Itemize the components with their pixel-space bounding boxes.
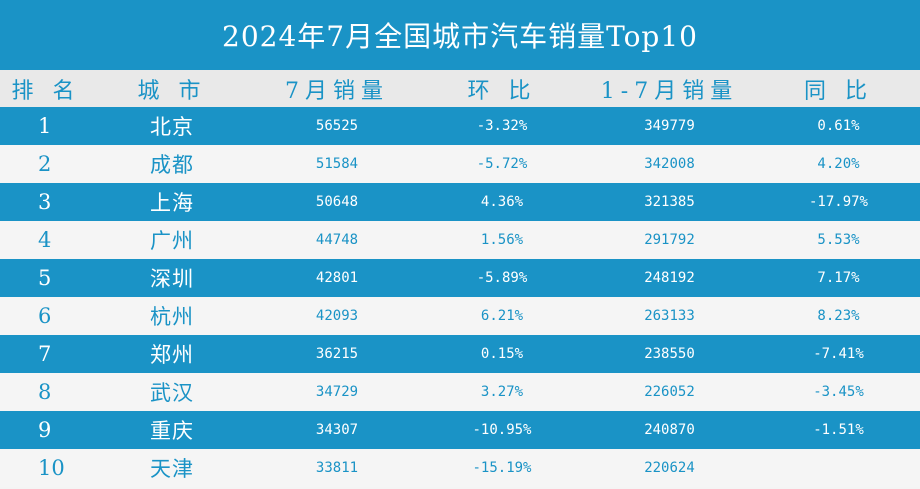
july-sales-cell: 51584 <box>315 156 359 172</box>
table-body: 1 北京 56525 -3.32% 349779 0.61% 2 成都 51584 -5.72% 3… <box>0 107 920 487</box>
page-title: 2024年7月全国城市汽车销量Top10 <box>0 0 920 70</box>
yoy-cell: -17.97% <box>808 194 868 210</box>
header-july-sales: 7月销量 <box>285 78 389 104</box>
yoy-cell: -7.41% <box>813 346 864 362</box>
rank-cell: 2 <box>38 152 52 176</box>
city-cell: 广州 <box>150 229 194 253</box>
mom-cell: 4.36% <box>480 194 524 210</box>
mom-cell: 0.15% <box>480 346 524 362</box>
yoy-cell: 7.17% <box>817 270 860 286</box>
city-cell: 北京 <box>150 115 194 139</box>
july-sales-cell: 50648 <box>315 194 359 210</box>
mom-cell: -5.72% <box>476 156 528 172</box>
city-cell: 郑州 <box>150 343 194 367</box>
mom-cell: 1.56% <box>480 232 524 248</box>
rank-cell: 7 <box>38 342 52 366</box>
july-sales-cell: 36215 <box>315 346 359 362</box>
table-row: 3 上海 50648 4.36% 321385 -17.97% <box>0 183 920 221</box>
mom-cell: -5.89% <box>476 270 528 286</box>
header-city: 城 市 <box>137 78 207 104</box>
header-mom: 环 比 <box>467 78 537 104</box>
table-row: 8 武汉 34729 3.27% 226052 -3.45% <box>0 373 920 411</box>
rank-cell: 5 <box>38 266 52 290</box>
city-cell: 天津 <box>150 457 194 481</box>
city-cell: 重庆 <box>150 419 194 443</box>
july-sales-cell: 34307 <box>315 422 359 438</box>
table-row: 5 深圳 42801 -5.89% 248192 7.17% <box>0 259 920 297</box>
mom-cell: -3.32% <box>476 118 528 134</box>
ytd-sales-cell: 349779 <box>644 118 695 134</box>
ytd-sales-cell: 238550 <box>644 346 695 362</box>
table-row: 2 成都 51584 -5.72% 342008 4.20% <box>0 145 920 183</box>
table-row: 6 杭州 42093 6.21% 263133 8.23% <box>0 297 920 335</box>
july-sales-cell: 42093 <box>315 308 359 324</box>
city-cell: 武汉 <box>150 381 194 405</box>
yoy-cell: 0.61% <box>817 118 860 134</box>
july-sales-cell: 34729 <box>315 384 359 400</box>
city-cell: 成都 <box>150 153 194 177</box>
mom-cell: -15.19% <box>472 460 532 476</box>
july-sales-cell: 42801 <box>315 270 359 286</box>
mom-cell: -10.95% <box>472 422 532 438</box>
rank-cell: 8 <box>38 380 52 404</box>
mom-cell: 6.21% <box>480 308 524 324</box>
header-ytd-sales: 1-7月销量 <box>600 78 739 104</box>
city-cell: 杭州 <box>150 305 194 329</box>
ytd-sales-cell: 226052 <box>644 384 695 400</box>
yoy-cell: 5.53% <box>817 232 860 248</box>
ytd-sales-cell: 240870 <box>644 422 695 438</box>
table-row: 7 郑州 36215 0.15% 238550 -7.41% <box>0 335 920 373</box>
ytd-sales-cell: 248192 <box>644 270 695 286</box>
rank-cell: 6 <box>38 304 52 328</box>
yoy-cell: -3.45% <box>813 384 864 400</box>
table-row: 10 天津 33811 -15.19% 220624 <box>0 449 920 487</box>
ytd-sales-cell: 263133 <box>644 308 695 324</box>
ytd-sales-cell: 220624 <box>644 460 695 476</box>
sales-table: 排 名 城 市 7月销量 环 比 1-7月销量 同 比 1 北京 56525 -3.3… <box>0 70 920 487</box>
yoy-cell: 4.20% <box>817 156 860 172</box>
rank-cell: 3 <box>38 190 52 214</box>
rank-cell: 9 <box>38 418 52 442</box>
mom-cell: 3.27% <box>480 384 524 400</box>
july-sales-cell: 33811 <box>315 460 359 476</box>
table-header-row: 排 名 城 市 7月销量 环 比 1-7月销量 同 比 <box>0 70 920 107</box>
yoy-cell: 8.23% <box>817 308 860 324</box>
rank-cell: 10 <box>38 456 65 480</box>
july-sales-cell: 44748 <box>315 232 359 248</box>
july-sales-cell: 56525 <box>315 118 359 134</box>
yoy-cell: -1.51% <box>813 422 864 438</box>
city-cell: 深圳 <box>150 267 194 291</box>
table-row: 1 北京 56525 -3.32% 349779 0.61% <box>0 107 920 145</box>
ytd-sales-cell: 342008 <box>644 156 695 172</box>
ytd-sales-cell: 291792 <box>644 232 695 248</box>
table-row: 4 广州 44748 1.56% 291792 5.53% <box>0 221 920 259</box>
rank-cell: 4 <box>38 228 52 252</box>
rank-cell: 1 <box>38 114 52 138</box>
yoy-cell <box>757 449 920 487</box>
table-row: 9 重庆 34307 -10.95% 240870 -1.51% <box>0 411 920 449</box>
ytd-sales-cell: 321385 <box>644 194 695 210</box>
city-cell: 上海 <box>150 191 194 215</box>
header-yoy: 同 比 <box>804 78 873 104</box>
header-rank: 排 名 <box>11 78 81 104</box>
